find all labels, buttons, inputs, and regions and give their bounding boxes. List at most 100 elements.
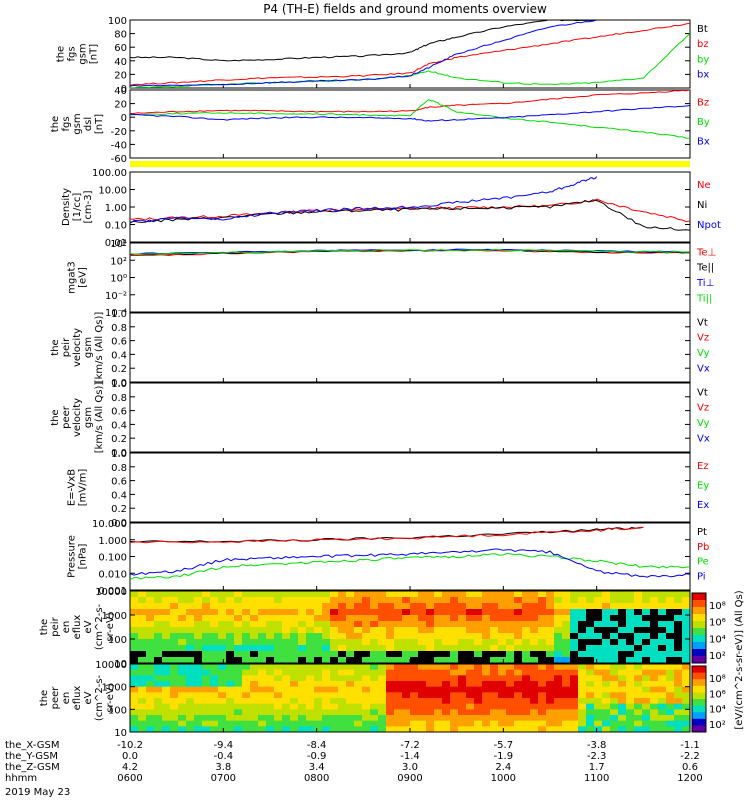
spec-cell xyxy=(418,715,427,722)
spec-cell xyxy=(194,709,203,716)
spec-cell xyxy=(250,597,259,604)
spec-cell xyxy=(402,664,411,671)
spec-cell xyxy=(522,698,531,705)
spec-cell xyxy=(346,686,355,693)
spec-cell xyxy=(154,664,163,671)
spec-cell xyxy=(226,639,235,646)
spec-cell xyxy=(290,609,299,616)
spec-cell xyxy=(466,597,475,604)
spec-cell xyxy=(426,609,435,616)
spec-cell xyxy=(682,639,691,646)
spec-cell xyxy=(602,681,611,688)
spec-cell xyxy=(522,633,531,640)
spec-cell xyxy=(482,715,491,722)
spec-cell xyxy=(202,675,211,682)
spec-cell xyxy=(562,686,571,693)
spec-cell xyxy=(522,686,531,693)
y-tick-label: 100 xyxy=(108,705,127,716)
spec-cell xyxy=(266,692,275,699)
spec-cell xyxy=(138,720,147,727)
spec-cell xyxy=(322,709,331,716)
spec-cell xyxy=(530,664,539,671)
spec-cell xyxy=(522,639,531,646)
colorbar-swatch xyxy=(692,679,706,687)
spec-cell xyxy=(618,591,627,598)
spec-cell xyxy=(386,681,395,688)
spec-cell xyxy=(490,720,499,727)
spec-cell xyxy=(498,603,507,610)
spec-cell xyxy=(330,633,339,640)
spec-cell xyxy=(410,709,419,716)
spec-cell xyxy=(346,645,355,652)
spec-cell xyxy=(474,726,483,733)
spec-cell xyxy=(538,664,547,671)
ephemeris-value: -0.4 xyxy=(214,751,234,762)
spec-cell xyxy=(458,591,467,598)
spec-cell xyxy=(250,603,259,610)
spec-cell xyxy=(146,603,155,610)
spec-cell xyxy=(562,703,571,710)
spec-cell xyxy=(338,651,347,658)
spec-cell xyxy=(178,664,187,671)
spec-cell xyxy=(514,669,523,676)
spec-cell xyxy=(242,603,251,610)
spec-cell xyxy=(154,709,163,716)
spec-cell xyxy=(290,603,299,610)
spec-cell xyxy=(402,686,411,693)
spec-cell xyxy=(394,627,403,634)
spec-cell xyxy=(154,715,163,722)
spec-cell xyxy=(138,639,147,646)
spec-cell xyxy=(434,657,443,664)
spec-cell xyxy=(498,597,507,604)
spec-cell xyxy=(234,675,243,682)
spec-cell xyxy=(666,609,675,616)
colorbar-swatch xyxy=(692,685,706,693)
spec-cell xyxy=(178,645,187,652)
spec-cell xyxy=(562,591,571,598)
spec-cell xyxy=(626,681,635,688)
y-tick-label: 0.4 xyxy=(111,490,127,501)
spec-cell xyxy=(522,597,531,604)
spec-cell xyxy=(354,633,363,640)
spec-cell xyxy=(306,715,315,722)
spec-cell xyxy=(586,703,595,710)
spec-cell xyxy=(146,720,155,727)
spec-cell xyxy=(658,609,667,616)
spec-cell xyxy=(554,609,563,616)
spec-cell xyxy=(242,703,251,710)
spec-cell xyxy=(538,615,547,622)
spec-cell xyxy=(498,720,507,727)
spec-cell xyxy=(130,609,139,616)
spec-cell xyxy=(666,591,675,598)
spec-cell xyxy=(306,621,315,628)
spec-cell xyxy=(578,645,587,652)
spec-cell xyxy=(482,726,491,733)
spec-cell xyxy=(426,621,435,628)
y-tick-label: 100 xyxy=(108,635,127,646)
spec-cell xyxy=(554,664,563,671)
spec-cell xyxy=(650,639,659,646)
spec-cell xyxy=(498,669,507,676)
spec-cell xyxy=(546,675,555,682)
spec-cell xyxy=(626,715,635,722)
spec-cell xyxy=(250,720,259,727)
y-tick-label: 1.000 xyxy=(98,536,127,547)
spec-cell xyxy=(338,603,347,610)
spec-cell xyxy=(642,609,651,616)
spec-cell xyxy=(386,703,395,710)
spec-cell xyxy=(330,645,339,652)
spec-cell xyxy=(194,703,203,710)
spec-cell xyxy=(482,657,491,664)
spec-cell xyxy=(482,703,491,710)
spec-cell xyxy=(378,726,387,733)
spec-cell xyxy=(138,657,147,664)
spec-cell xyxy=(458,645,467,652)
spec-cell xyxy=(394,651,403,658)
spec-cell xyxy=(186,627,195,634)
spec-cell xyxy=(418,597,427,604)
spec-cell xyxy=(546,603,555,610)
panel-frame xyxy=(129,452,691,523)
ephemeris-value: 0700 xyxy=(211,773,236,784)
ephemeris-value: -2.2 xyxy=(680,751,700,762)
spec-cell xyxy=(282,686,291,693)
